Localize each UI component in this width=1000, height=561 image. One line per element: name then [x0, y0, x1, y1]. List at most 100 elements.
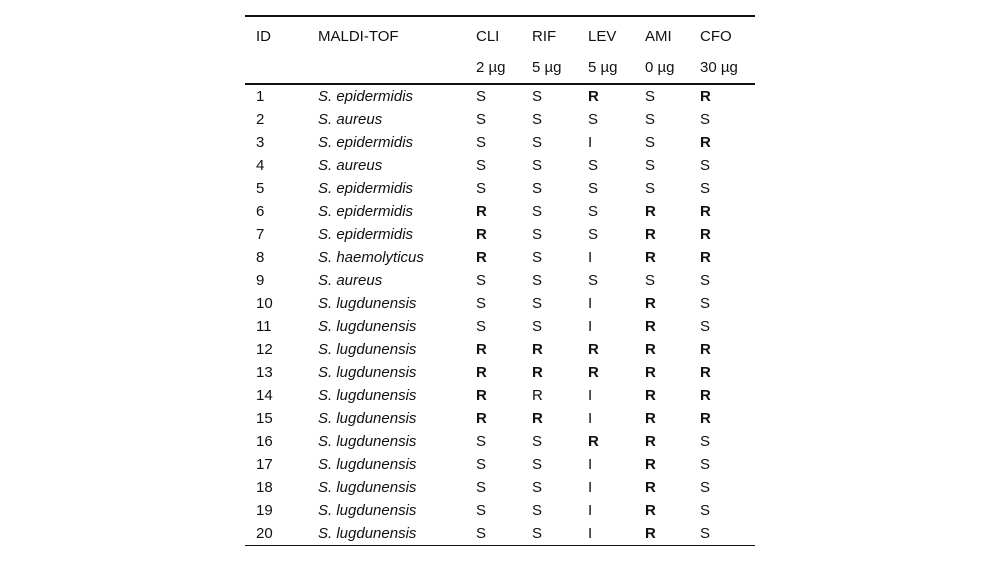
cell-result: I	[588, 525, 593, 542]
cell-result: S	[645, 272, 656, 289]
col-header-ami: AMI	[645, 27, 672, 45]
cell-result: S	[700, 479, 711, 496]
cell-species: S. lugdunensis	[318, 341, 417, 358]
cell-result: S	[645, 157, 656, 174]
cell-species: S. lugdunensis	[318, 525, 417, 542]
table-row: 14 S. lugdunensis R R I R R	[245, 384, 755, 407]
table-row: 20 S. lugdunensis S S I R S	[245, 522, 755, 546]
cell-isolate-id: 17	[256, 456, 273, 473]
cell-isolate-id: 20	[256, 525, 273, 542]
cell-result: S	[700, 433, 711, 450]
cell-species: S. lugdunensis	[318, 387, 417, 404]
cell-result: I	[588, 410, 593, 427]
cell-isolate-id: 11	[256, 318, 272, 335]
cell-result: R	[700, 226, 711, 243]
cell-isolate-id: 18	[256, 479, 273, 496]
col-header-maldi-tof: MALDI-TOF	[318, 27, 399, 45]
cell-result: S	[532, 525, 543, 542]
cell-isolate-id: 1	[256, 88, 265, 105]
cell-result: S	[700, 502, 711, 519]
cell-result: R	[645, 295, 656, 312]
cell-result: S	[532, 157, 543, 174]
cell-result: S	[476, 88, 487, 105]
cell-result: S	[588, 203, 599, 220]
cell-result: S	[532, 433, 543, 450]
table-row: 9 S. aureus S S S S S	[245, 269, 755, 292]
table-row: 10 S. lugdunensis S S I R S	[245, 292, 755, 315]
cell-result: R	[588, 341, 599, 358]
cell-result: S	[476, 180, 487, 197]
cell-result: R	[645, 341, 656, 358]
table-row: 2 S. aureus S S S S S	[245, 108, 755, 131]
cell-result: S	[532, 180, 543, 197]
cell-result: S	[476, 157, 487, 174]
col-dose-maldi-tof	[318, 51, 476, 84]
table-row: 6 S. epidermidis R S S R R	[245, 200, 755, 223]
cell-isolate-id: 6	[256, 203, 265, 220]
cell-result: S	[532, 479, 543, 496]
cell-isolate-id: 5	[256, 180, 265, 197]
cell-species: S. lugdunensis	[318, 433, 417, 450]
cell-result: R	[476, 410, 487, 427]
col-dose-lev: 5 µg	[588, 58, 618, 76]
cell-species: S. epidermidis	[318, 134, 414, 151]
cell-result: S	[645, 134, 656, 151]
cell-isolate-id: 16	[256, 433, 273, 450]
cell-result: R	[645, 203, 656, 220]
cell-isolate-id: 7	[256, 226, 265, 243]
cell-result: S	[476, 318, 487, 335]
table-row: 12 S. lugdunensis R R R R R	[245, 338, 755, 361]
cell-result: R	[645, 502, 656, 519]
cell-result: R	[645, 479, 656, 496]
cell-result: R	[588, 88, 599, 105]
cell-species: S. lugdunensis	[318, 502, 417, 519]
cell-result: R	[532, 387, 543, 404]
cell-result: R	[645, 364, 656, 381]
antibiotic-susceptibility-table: ID MALDI-TOF CLI RIF LEV AMI CFO 2 µg 5 …	[245, 15, 755, 546]
col-dose-id	[245, 51, 318, 84]
cell-result: R	[588, 433, 599, 450]
table-row: 4 S. aureus S S S S S	[245, 154, 755, 177]
table-body: 1 S. epidermidis S S R S R 2 S. aureus S S S S S 3 S. e…	[245, 84, 755, 546]
cell-result: S	[645, 180, 656, 197]
cell-result: S	[476, 502, 487, 519]
cell-species: S. lugdunensis	[318, 479, 417, 496]
cell-species: S. epidermidis	[318, 88, 414, 105]
cell-result: R	[476, 249, 487, 266]
cell-result: I	[588, 295, 593, 312]
cell-isolate-id: 10	[256, 295, 273, 312]
cell-result: S	[532, 295, 543, 312]
cell-isolate-id: 14	[256, 387, 273, 404]
cell-result: S	[645, 88, 656, 105]
cell-species: S. epidermidis	[318, 203, 414, 220]
cell-result: R	[588, 364, 599, 381]
cell-result: S	[645, 111, 656, 128]
cell-species: S. epidermidis	[318, 226, 414, 243]
cell-result: R	[645, 456, 656, 473]
cell-result: S	[588, 180, 599, 197]
col-header-cli: CLI	[476, 27, 500, 45]
cell-result: S	[476, 272, 487, 289]
cell-result: S	[700, 525, 711, 542]
cell-species: S. lugdunensis	[318, 318, 417, 335]
cell-isolate-id: 12	[256, 341, 273, 358]
col-dose-cli: 2 µg	[476, 58, 506, 76]
col-dose-rif: 5 µg	[532, 58, 562, 76]
cell-species: S. lugdunensis	[318, 456, 417, 473]
table-row: 1 S. epidermidis S S R S R	[245, 84, 755, 108]
header-row-labels: ID MALDI-TOF CLI RIF LEV AMI CFO	[245, 16, 755, 51]
cell-species: S. aureus	[318, 111, 383, 128]
cell-result: S	[700, 318, 711, 335]
cell-result: R	[645, 410, 656, 427]
table-row: 8 S. haemolyticus R S I R R	[245, 246, 755, 269]
cell-result: R	[645, 226, 656, 243]
cell-result: S	[588, 111, 599, 128]
col-header-lev: LEV	[588, 27, 617, 45]
cell-result: S	[476, 111, 487, 128]
cell-isolate-id: 9	[256, 272, 265, 289]
cell-result: S	[476, 456, 487, 473]
cell-result: I	[588, 456, 593, 473]
cell-result: S	[700, 157, 711, 174]
cell-result: R	[476, 341, 487, 358]
cell-result: S	[588, 226, 599, 243]
